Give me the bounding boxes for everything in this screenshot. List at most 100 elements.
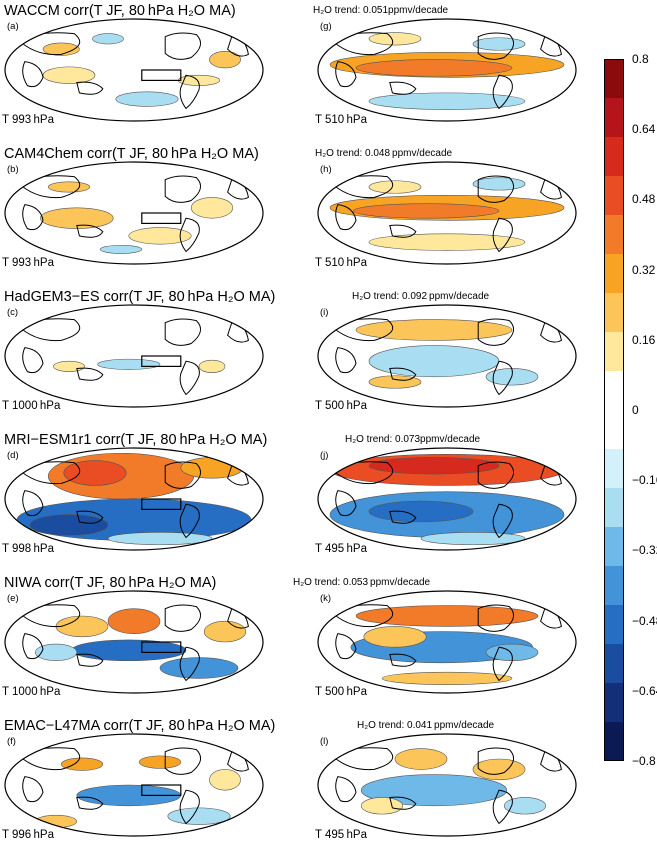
- pressure-level-right: T 500 hPa: [315, 686, 367, 698]
- continent-outline: [335, 204, 357, 231]
- panel-letter-left: (a): [7, 21, 19, 32]
- correlation-contour: [180, 457, 244, 479]
- colorbar-tick-label: 0: [632, 403, 639, 417]
- pressure-level-left: T 1000 hPa: [2, 686, 61, 698]
- correlation-contour: [420, 531, 526, 546]
- region-box: [141, 784, 182, 796]
- panel-letter-right: (g): [320, 21, 332, 32]
- continent-outline: [179, 217, 200, 253]
- colorbar-segment: [604, 176, 624, 216]
- correlation-contour: [360, 797, 404, 815]
- correlation-contour: [472, 37, 526, 51]
- correlation-contour: [355, 319, 513, 341]
- correlation-map: [317, 161, 577, 265]
- correlation-contour: [40, 207, 114, 229]
- continent-outline: [335, 633, 357, 660]
- correlation-contour: [353, 203, 500, 219]
- continent-outline: [477, 747, 515, 775]
- correlation-contour: [368, 457, 500, 475]
- correlation-contour: [167, 807, 231, 825]
- correlation-contour: [368, 345, 500, 378]
- continent-outline: [389, 81, 417, 95]
- continent-outline: [389, 224, 417, 238]
- correlation-contour: [368, 180, 422, 194]
- correlation-contour: [355, 605, 539, 627]
- continent-outline: [164, 747, 202, 775]
- correlation-contour: [60, 757, 104, 771]
- colorbar-tick-label: 0.64: [632, 122, 656, 137]
- correlation-contour: [394, 748, 448, 770]
- trend-label: H₂O trend: 0.041 ppmv/decade: [357, 720, 495, 731]
- continent-outline: [389, 653, 417, 667]
- correlation-contour: [190, 197, 234, 219]
- correlation-contour: [360, 774, 508, 807]
- colorbar-segment: [604, 449, 624, 489]
- continent-outline: [389, 796, 417, 810]
- colorbar-tick-label: −0.16: [632, 473, 657, 488]
- panel-letter-left: (d): [7, 450, 19, 461]
- correlation-contour: [138, 755, 182, 769]
- continent-outline: [179, 789, 200, 825]
- colorbar-segment: [604, 59, 624, 99]
- pressure-level-right: T 510 hPa: [315, 257, 367, 269]
- panel-letter-right: (i): [320, 307, 329, 318]
- panel-letter-left: (f): [7, 736, 16, 747]
- correlation-map: [317, 733, 577, 837]
- continent-outline: [164, 461, 202, 489]
- correlation-contour: [42, 66, 96, 84]
- correlation-map: [317, 18, 577, 122]
- continent-outline: [22, 633, 44, 660]
- region-box: [141, 212, 182, 224]
- colorbar-segment: [604, 683, 624, 723]
- correlation-contour: [107, 531, 213, 546]
- trend-label: H₂O trend: 0.073ppmv/decade: [345, 434, 481, 445]
- region-box: [141, 355, 182, 367]
- correlation-contour: [368, 375, 422, 389]
- colorbar-tick-label: −0.8: [632, 754, 656, 768]
- correlation-contour: [107, 608, 161, 634]
- continent-outline: [179, 503, 200, 539]
- correlation-map: [4, 447, 264, 551]
- continent-outline: [335, 490, 357, 517]
- panel-letter-right: (h): [320, 164, 332, 175]
- continent-outline: [492, 789, 513, 825]
- continent-outline: [179, 360, 200, 396]
- continent-outline: [164, 318, 202, 346]
- panel-letter-left: (c): [7, 307, 19, 318]
- colorbar-tick-label: 0.48: [632, 192, 656, 207]
- colorbar-tick-label: −0.48: [632, 613, 657, 628]
- correlation-contour: [47, 181, 91, 193]
- region-box: [141, 69, 182, 81]
- panel-title: EMAC−L47MA corr(T JF, 80 hPa H₂O MA): [4, 718, 276, 734]
- pressure-level-left: T 993 hPa: [2, 257, 54, 269]
- correlation-contour: [29, 514, 109, 536]
- continent-outline: [76, 367, 104, 381]
- correlation-contour: [368, 92, 526, 110]
- correlation-contour: [92, 33, 124, 45]
- pressure-level-left: T 1000 hPa: [2, 400, 61, 412]
- pressure-level-left: T 996 hPa: [2, 829, 54, 841]
- correlation-contour: [55, 615, 109, 638]
- colorbar-segment: [604, 644, 624, 684]
- colorbar-segment: [604, 137, 624, 177]
- continent-outline: [76, 224, 104, 238]
- trend-label: H₂O trend: 0.092 ppmv/decade: [352, 291, 490, 302]
- correlation-contour: [128, 227, 192, 245]
- colorbar-segment: [604, 254, 624, 294]
- correlation-map: [317, 447, 577, 551]
- panel-letter-right: (j): [320, 450, 329, 461]
- correlation-contour: [209, 769, 241, 791]
- colorbar-segment: [604, 215, 624, 255]
- panel-letter-left: (e): [7, 593, 19, 604]
- continent-outline: [477, 32, 515, 60]
- continent-outline: [477, 461, 515, 489]
- correlation-contour: [503, 797, 547, 815]
- panel-title: MRI−ESM1r1 corr(T JF, 80 hPa H₂O MA): [4, 432, 268, 448]
- correlation-contour: [209, 50, 241, 69]
- panel-letter-left: (b): [7, 164, 19, 175]
- colorbar-tick-label: −0.32: [632, 543, 657, 558]
- continent-outline: [22, 61, 44, 88]
- pressure-level-right: T 495 hPa: [315, 829, 367, 841]
- colorbar-bar: [604, 59, 624, 761]
- continent-outline: [179, 74, 200, 110]
